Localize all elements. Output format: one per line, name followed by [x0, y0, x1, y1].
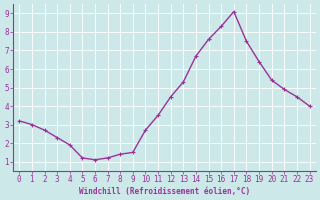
X-axis label: Windchill (Refroidissement éolien,°C): Windchill (Refroidissement éolien,°C) [79, 187, 250, 196]
